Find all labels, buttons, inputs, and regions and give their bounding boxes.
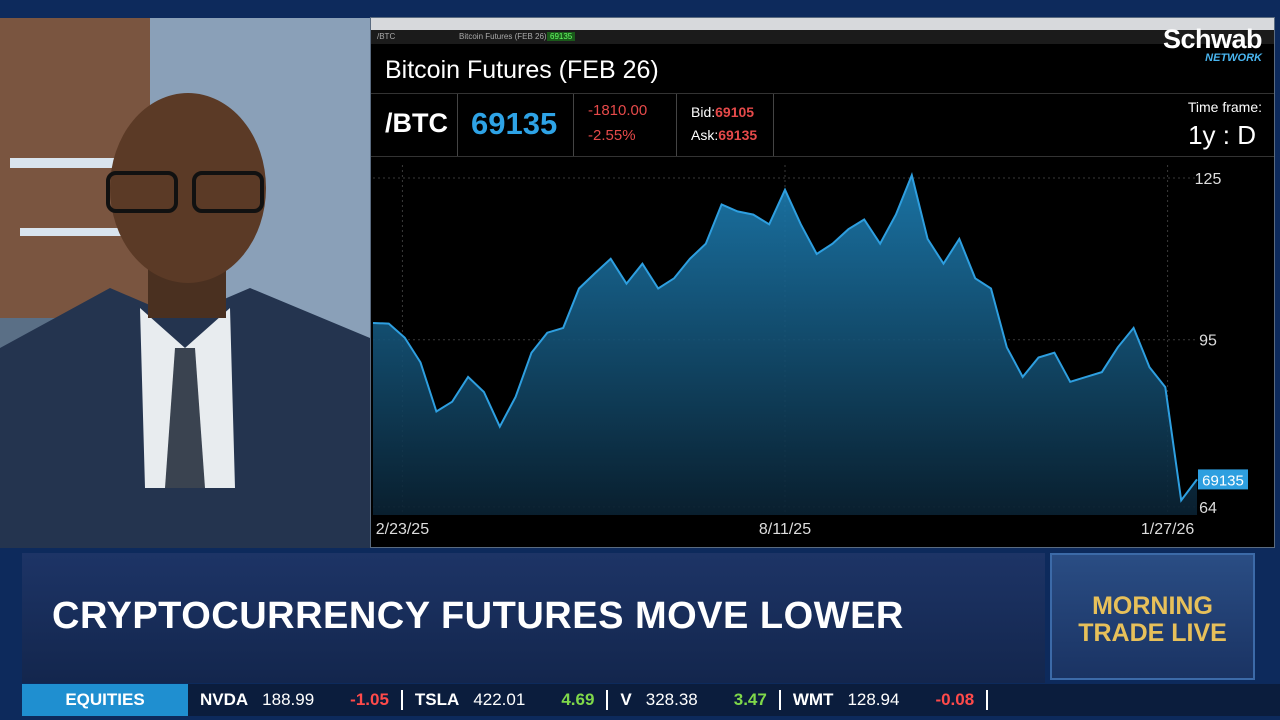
symbol: /BTC	[385, 108, 448, 138]
x-tick-label: 2/23/25	[376, 521, 429, 538]
ticker-item: TSLA 422.01 4.69	[403, 690, 609, 710]
ticker-symbol: V	[620, 690, 632, 709]
area	[373, 175, 1197, 515]
ticker-price: 422.01	[473, 690, 526, 709]
ticker: EQUITIES NVDA 188.99 -1.05 TSLA 422.01 4.69 V 3…	[22, 684, 1280, 716]
ticker-symbol: TSLA	[414, 690, 460, 709]
cell	[371, 94, 458, 156]
timeframe-label: Time frame:	[1187, 99, 1262, 115]
price-chart: 64 95 125 2/23/25 8/11/25 1/27/26 69135	[372, 165, 1248, 538]
y-tick-label: 95	[1199, 333, 1217, 350]
tab-bar: /BTC Bitcoin Futures (FEB 26) 69135	[371, 30, 1274, 44]
line	[372, 171, 1198, 503]
ticker-label: EQUITIES	[22, 684, 188, 716]
ticker-price: 128.94	[847, 690, 900, 709]
window-title-bar	[371, 18, 1274, 30]
show-name: MORNING	[1092, 592, 1213, 620]
cell	[457, 94, 574, 156]
show-logo: MORNING TRADE LIVE	[1050, 553, 1255, 680]
ticker-item: WMT 128.94 -0.08	[781, 690, 989, 710]
ticker-symbol: NVDA	[200, 690, 249, 709]
tab-price: 69135	[547, 32, 576, 41]
studio-light	[10, 158, 130, 168]
tie	[165, 348, 205, 488]
headline: CRYPTOCURRENCY FUTURES MOVE LOWER	[52, 595, 904, 637]
show-name: TRADE LIVE	[1078, 619, 1227, 647]
quote-row: /BTC 69135 -1810.00 -2.55% Bid:69105 Ask…	[371, 93, 1274, 157]
percent-change: -2.55%	[588, 127, 636, 144]
ask-label: Ask:	[691, 127, 719, 143]
tab-name: Bitcoin Futures (FEB 26)	[459, 32, 547, 41]
studio-light	[20, 228, 130, 236]
bid-value: 69105	[715, 104, 755, 120]
last-price-label: 69135	[1202, 472, 1244, 489]
ticker-change: 4.69	[561, 690, 595, 709]
ask-value: 69135	[718, 127, 758, 143]
glasses	[106, 171, 178, 213]
logo-brand: Schwab	[1162, 24, 1263, 54]
ticker-item: V 328.38 3.47	[608, 690, 781, 710]
presenter-scene	[0, 18, 370, 548]
ticker-item: NVDA 188.99 -1.05	[188, 690, 403, 710]
chart-title: Bitcoin Futures (FEB 26)	[385, 56, 659, 84]
y-tick-label: 125	[1195, 171, 1222, 188]
glasses	[192, 171, 264, 213]
last-price: 69135	[471, 106, 558, 141]
ticker-price: 328.38	[645, 690, 698, 709]
bid: Bid:69105	[691, 104, 754, 120]
ask: Ask:69135	[691, 127, 757, 143]
logo-sub: NETWORK	[1205, 52, 1262, 64]
last-price-box	[1198, 469, 1248, 490]
x-tick-label: 8/11/25	[759, 521, 811, 538]
ticker-change: -1.05	[350, 690, 389, 709]
timeframe: 1y : D	[1188, 120, 1256, 150]
bid-label: Bid:	[691, 104, 716, 120]
x-tick-label: 1/27/26	[1141, 521, 1194, 538]
tab-symbol: /BTC	[377, 32, 396, 41]
ticker-symbol: WMT	[792, 690, 834, 709]
ticker-change: 3.47	[733, 690, 767, 709]
lower-third: CRYPTOCURRENCY FUTURES MOVE LOWER	[22, 553, 1045, 683]
cell	[676, 94, 774, 156]
network-logo: Schwab NETWORK	[1162, 24, 1263, 64]
ticker-change: -0.08	[935, 690, 975, 709]
face	[110, 93, 266, 283]
ticker-price: 188.99	[262, 690, 315, 709]
cell	[573, 94, 677, 156]
net-change: -1810.00	[588, 102, 648, 119]
y-tick-label: 64	[1199, 500, 1217, 517]
